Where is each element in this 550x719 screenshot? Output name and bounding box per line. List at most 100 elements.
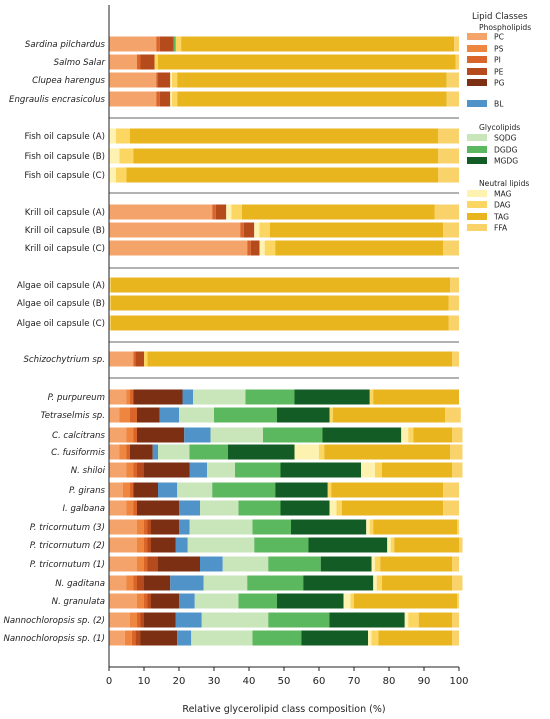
bar-segment-mag	[366, 519, 370, 535]
row-label: I. galbana	[62, 504, 105, 514]
bar-segment-tag	[110, 277, 451, 293]
bar-segment-ffa	[457, 519, 459, 535]
bar-segment-pg	[158, 556, 200, 572]
bar-segment-tag	[331, 482, 444, 498]
bar-row	[109, 295, 459, 311]
bar-segment-mag	[170, 72, 172, 88]
bar-segment-dag	[371, 630, 379, 646]
bar-segment-dag	[172, 91, 178, 107]
bar-segment-ffa	[438, 148, 459, 164]
bar-segment-sqdg	[207, 462, 235, 478]
bar-segment-ps	[137, 556, 144, 572]
bar-segment-tag	[373, 389, 459, 405]
bar-segment-ffa	[443, 240, 459, 256]
bar-segment-ffa	[445, 407, 461, 423]
bar-row	[109, 91, 459, 107]
bar-segment-dag	[375, 556, 381, 572]
row-label: Fish oil capsule (C)	[24, 171, 105, 181]
bar-segment-pi	[212, 204, 216, 220]
x-axis-label: Relative glycerolipid class composition …	[182, 704, 385, 715]
bar-segment-pg	[130, 444, 153, 460]
bar-segment-pi	[144, 519, 148, 535]
group-separators	[109, 117, 459, 379]
bar-segment-ffa	[454, 36, 459, 52]
bar-segment-dag	[116, 167, 127, 183]
bar-segment-mag	[387, 537, 391, 553]
bar-row	[109, 277, 459, 293]
bar-segment-sqdg	[194, 593, 239, 609]
bar-segment-tag	[130, 128, 438, 144]
bar-segment-tag	[126, 167, 438, 183]
bar-segment-pg	[133, 482, 158, 498]
bar-row	[109, 462, 463, 478]
bar-segment-sqdg	[201, 612, 269, 628]
bar-segment-mgdg	[275, 482, 328, 498]
bar-row	[109, 575, 463, 591]
bar-segment-dag	[336, 500, 342, 516]
bar-segment-pi	[137, 612, 141, 628]
bar-segment-pc	[109, 36, 157, 52]
row-label: Fish oil capsule (A)	[25, 132, 106, 142]
bar-segment-pe	[140, 612, 144, 628]
bar-segment-mag	[254, 222, 260, 238]
bar-segment-ps	[137, 537, 144, 553]
bar-segment-pe	[243, 222, 255, 238]
bar-segment-dag	[327, 482, 332, 498]
bar-segment-pi	[144, 556, 148, 572]
bar-segment-ps	[137, 519, 144, 535]
bar-segment-pe	[137, 462, 144, 478]
bar-segment-mgdg	[228, 444, 295, 460]
bar-segment-pe	[158, 72, 171, 88]
legend-label-pi: PI	[494, 56, 501, 65]
bar-segment-dgdg	[212, 482, 276, 498]
x-tick-label: 20	[173, 676, 186, 687]
bar-segment-bl	[182, 389, 193, 405]
bar-segment-ffa	[446, 72, 459, 88]
legend-swatch-pc	[467, 33, 487, 40]
bar-segment-pc	[109, 500, 127, 516]
bar-row	[109, 482, 459, 498]
bar-segment-dag	[264, 240, 276, 256]
legend-label-ffa: FFA	[494, 224, 508, 233]
legend-swatch-ps	[467, 45, 487, 52]
bar-segment-pc	[109, 519, 137, 535]
bar-row	[109, 222, 459, 238]
bar-segment-bl	[158, 482, 178, 498]
bar-segment-sqdg	[193, 389, 246, 405]
bar-segment-bl	[152, 444, 158, 460]
bar-segment-ps	[126, 575, 134, 591]
bar-segment-tag	[382, 575, 452, 591]
legend-group-title: Phospholipids	[479, 23, 531, 32]
bar-segment-pe	[140, 54, 155, 70]
bar-segment-pg	[144, 612, 176, 628]
bar-segment-pe	[147, 537, 151, 553]
bar-segment-tag	[110, 315, 449, 331]
bar-segment-mag	[294, 444, 319, 460]
bar-row	[109, 519, 459, 535]
bar-row	[109, 72, 459, 88]
legend-swatch-mgdg	[467, 157, 487, 164]
bar-segment-sqdg	[210, 427, 263, 443]
bar-segment-pi	[130, 389, 134, 405]
bar-segment-tag	[341, 500, 444, 516]
bar-segment-pc	[109, 407, 120, 423]
row-label: C. fusiformis	[51, 448, 105, 458]
row-label: Nannochloropsis sp. (1)	[3, 634, 105, 644]
bar-segment-pe	[147, 593, 151, 609]
legend-group-title: Glycolipids	[479, 123, 520, 132]
bar-segment-mgdg	[322, 427, 402, 443]
row-label: Krill oil capsule (C)	[25, 244, 105, 254]
bar-row	[109, 537, 463, 553]
legend-label-pg: PG	[494, 79, 505, 88]
bar-row	[109, 167, 459, 183]
bar-segment-sqdg	[177, 482, 213, 498]
bar-segment-ps	[130, 612, 137, 628]
bar-segment-mag	[401, 427, 409, 443]
bar-segment-bl	[175, 537, 188, 553]
bar-segment-dgdg	[238, 500, 281, 516]
bar-segment-tag	[354, 593, 458, 609]
legend-label-mag: MAG	[494, 190, 512, 199]
bar-segment-tag	[413, 427, 452, 443]
bar-segment-dag	[119, 148, 134, 164]
y-axis-labels: Sardina pilchardus Salmo Salar Clupea hare…	[3, 40, 105, 644]
